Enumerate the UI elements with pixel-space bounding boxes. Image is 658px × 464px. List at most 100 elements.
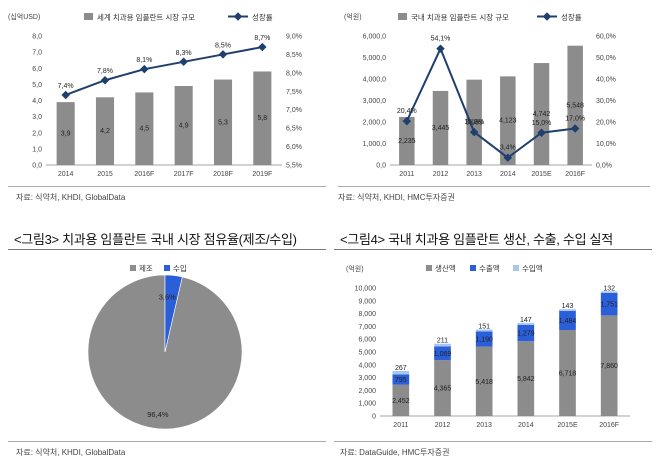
x-tick-label: 2015E: [531, 171, 552, 178]
legend-label-manufacture: 제조: [139, 264, 153, 273]
line-data-label: 8,3%: [176, 50, 192, 57]
bar-data-label: 3,445: [432, 125, 450, 132]
y2-tick-label: 5,5%: [286, 163, 302, 170]
line-data-label: 3,4%: [500, 145, 516, 152]
stacked-bar-segment: [517, 324, 535, 342]
legend-swatch-import: [164, 265, 170, 271]
chart-production-export-import: (억원) 생산액 수출액 수입액 2,452 795 267 4,365 1,069 21…: [346, 263, 630, 429]
y2-tick-label: 8,0%: [286, 70, 302, 77]
bar-data-label: 5,548: [566, 102, 584, 109]
legend-swatch-export: [470, 265, 476, 271]
y2-tick-label: 6,0%: [286, 144, 302, 151]
stacked-bar-segment: [475, 331, 493, 347]
source-note: 자료: 식약처, KHDI, GlobalData: [16, 193, 126, 202]
x-tick-label: 2014: [500, 171, 516, 178]
source-note: 자료: 식약처, KHDI, HMC투자증권: [338, 193, 455, 202]
line-point: [61, 90, 70, 100]
line-data-label: 7,4%: [58, 83, 74, 90]
legend-label-line: 성장률: [561, 12, 582, 22]
bar: [95, 97, 115, 165]
chart-share-pie: 제조 수입 96,4% 3,6%: [87, 264, 243, 430]
line-point: [100, 75, 110, 85]
line-point: [570, 124, 580, 133]
bar: [253, 71, 272, 165]
bar: [56, 102, 75, 165]
line-point: [218, 50, 228, 59]
y-tick-label: 8,000: [358, 311, 376, 318]
y-tick-label: 9,000: [358, 298, 376, 305]
legend-swatch-import: [513, 265, 519, 271]
legend: 생산액 수출액 수입액: [426, 263, 543, 273]
stacked-bar-segment: [600, 315, 618, 416]
bar-data-label: 267: [395, 365, 407, 372]
y-tick-label: 4,0: [32, 98, 42, 105]
unit-left-label: (억원): [344, 12, 362, 21]
bar-data-label: 1,751: [600, 302, 618, 309]
bar-data-label: 5,418: [475, 379, 493, 386]
x-tick-label: 2015: [97, 171, 113, 178]
chart-domestic-market: (억원) 국내 치과용 임플란트 시장 규모 성장률 2,235 3,445 3,9…: [344, 12, 616, 178]
legend-swatch-marker: [233, 12, 243, 21]
line-data-label: 8,5%: [215, 42, 231, 49]
legend-label-production: 생산액: [435, 263, 456, 273]
bar: [213, 79, 233, 165]
series-line: [405, 46, 576, 159]
y-tick-label: 6,000,0: [363, 34, 386, 41]
stacked-bar-segment: [475, 329, 493, 332]
y-tick-label: 10,000: [355, 286, 377, 293]
bar-data-label: 132: [603, 285, 615, 292]
y-tick-label: 6,0: [32, 66, 42, 73]
source-note: 자료: DataGuide, HMC투자증권: [340, 448, 450, 457]
bar-data-label: 2,452: [392, 398, 410, 405]
bar-data-label: 5,3: [218, 119, 228, 126]
y2-tick-label: 20,0%: [596, 120, 616, 127]
y2-tick-label: 6,5%: [286, 126, 302, 133]
stacked-bar-segment: [517, 322, 535, 325]
line-data-label: 15,3%: [464, 119, 484, 126]
y-tick-label: 5,000,0: [363, 55, 386, 62]
x-tick-label: 2011: [393, 422, 408, 429]
y-tick-label: 1,000,0: [363, 141, 386, 148]
legend: 제조 수입: [130, 264, 187, 273]
bar-data-label: 3,969: [465, 119, 483, 126]
line-point: [436, 44, 445, 53]
y2-tick-label: 40,0%: [596, 77, 616, 84]
line-point: [179, 57, 188, 67]
y2-tick-label: 60,0%: [596, 34, 616, 41]
source-note: 자료: 식약처, KHDI, GlobalData: [16, 448, 126, 457]
pie-data-label: 3,6%: [159, 292, 176, 301]
bar-data-label: 2,235: [398, 138, 416, 145]
y2-tick-label: 7,5%: [286, 89, 302, 96]
x-tick-label: 2014: [518, 422, 534, 429]
y-tick-label: 0: [372, 414, 376, 421]
y-tick-label: 5,000: [358, 350, 376, 357]
x-tick-label: 2012: [435, 422, 451, 429]
legend-swatch-bar: [398, 13, 407, 20]
line-point: [140, 64, 149, 74]
legend-swatch-bar: [84, 13, 93, 20]
stacked-bar-segment: [434, 346, 451, 361]
line-data-label: 20,4%: [397, 108, 417, 115]
unit-left-label: (억원): [346, 264, 364, 273]
pie-data-label: 96,4%: [147, 410, 169, 419]
y2-tick-label: 8,5%: [286, 52, 302, 59]
stacked-bar-segment: [434, 360, 451, 416]
legend-label-bar: 국내 치과용 임플란트 시장 규모: [411, 12, 509, 22]
bar-data-label: 4,123: [499, 118, 517, 125]
stacked-bar-segment: [559, 330, 576, 416]
legend: 국내 치과용 임플란트 시장 규모 성장률: [398, 12, 582, 22]
x-tick-label: 2013: [466, 171, 482, 178]
x-tick-label: 2016F: [134, 171, 154, 178]
legend-swatch-production: [426, 265, 432, 271]
y-tick-label: 5,0: [32, 82, 42, 89]
stacked-bar-segment: [392, 374, 410, 385]
bar-data-label: 1,190: [475, 337, 493, 344]
bar-data-label: 1,279: [517, 331, 535, 338]
bar-data-label: 1,069: [434, 351, 452, 358]
line-data-label: 54,1%: [431, 36, 451, 43]
stacked-bar-segment: [600, 291, 618, 293]
series-line: [65, 46, 263, 96]
bar-data-label: 4,742: [533, 111, 551, 118]
bar: [432, 90, 449, 165]
x-tick-label: 2012: [433, 171, 449, 178]
